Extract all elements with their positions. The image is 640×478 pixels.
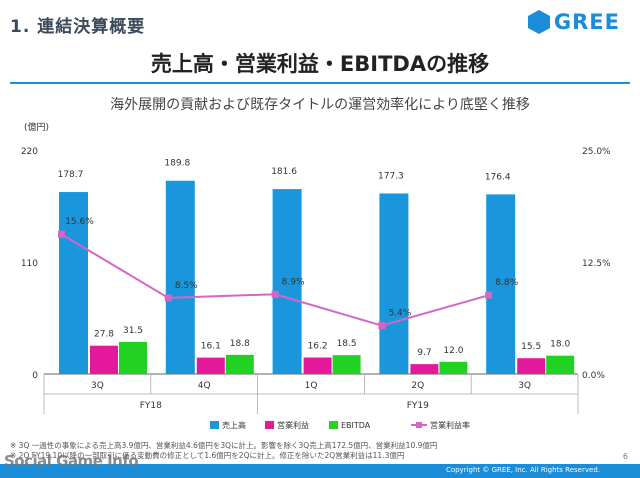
revenue-data-label: 181.6 <box>271 167 297 177</box>
copyright-text: Copyright © GREE, Inc. All Rights Reserv… <box>445 466 600 474</box>
section-title: 1. 連結決算概要 <box>10 17 146 37</box>
category-tick-label: 3Q <box>91 381 104 391</box>
operating-income-bar <box>90 345 118 374</box>
legend-swatch <box>329 421 338 429</box>
operating-margin-point <box>164 294 172 302</box>
ebitda-bar <box>119 341 147 374</box>
operating-margin-data-label: 15.6% <box>65 217 94 227</box>
footnote-2: ※ 2Q FY19.10以降の一部取引に係る変動費の修正として1.6億円を2Qに… <box>10 451 405 460</box>
y2-tick-label: 12.5% <box>582 259 611 269</box>
revenue-bar <box>59 192 88 374</box>
category-tick-label: 2Q <box>411 381 424 391</box>
operating-margin-data-label: 8.9% <box>282 277 305 287</box>
operating-income-bar <box>517 358 546 374</box>
y-axis-unit-label: (億円) <box>24 121 49 133</box>
legend-label: 売上高 <box>222 420 246 430</box>
ebitda-data-label: 18.0 <box>550 340 570 350</box>
footer-bar <box>0 464 640 478</box>
operating-income-data-label: 16.1 <box>201 342 221 352</box>
ebitda-bar <box>225 354 254 374</box>
revenue-bar <box>165 180 195 374</box>
ebitda-data-label: 18.5 <box>337 339 357 349</box>
operating-margin-point <box>58 230 65 238</box>
y2-tick-label: 0.0% <box>582 371 605 381</box>
category-tick-label: 3Q <box>518 381 531 391</box>
ebitda-data-label: 31.5 <box>123 326 143 336</box>
operating-margin-data-label: 8.8% <box>495 278 518 288</box>
legend-swatch <box>265 421 274 429</box>
category-tick-label: 1Q <box>305 381 318 391</box>
ebitda-data-label: 18.8 <box>230 339 250 349</box>
revenue-data-label: 177.3 <box>378 171 404 181</box>
revenue-data-label: 178.7 <box>58 170 84 180</box>
operating-margin-point <box>271 290 279 298</box>
logo-text: GREE <box>553 10 620 34</box>
operating-margin-point <box>378 322 386 330</box>
y-tick-label: 220 <box>21 147 38 157</box>
revenue-bar <box>486 194 516 374</box>
watermark-logo: Social Game Info <box>4 452 139 470</box>
legend-label: 営業利益 <box>277 420 309 430</box>
footnotes: ※ 3Q 一過性の事象による売上高3.9億円、営業利益4.6億円を3Qに計上。影… <box>10 441 437 461</box>
operating-income-bar <box>196 357 225 374</box>
revenue-bar <box>379 193 409 374</box>
page-title: 売上高・営業利益・EBITDAの推移 <box>150 52 490 76</box>
page-number: 6 <box>622 452 628 461</box>
page-subtitle: 海外展開の貢献および既存タイトルの運営効率化により底堅く推移 <box>110 97 530 113</box>
operating-income-data-label: 9.7 <box>417 348 431 358</box>
ebitda-bar <box>439 361 468 374</box>
ebitda-data-label: 12.0 <box>443 346 463 356</box>
title-divider <box>10 82 630 84</box>
revenue-bar <box>272 189 302 374</box>
operating-margin-point <box>485 291 493 299</box>
revenue-data-label: 176.4 <box>485 172 511 182</box>
operating-income-bar <box>303 357 332 374</box>
fiscal-year-label: FY19 <box>407 401 429 411</box>
operating-income-data-label: 15.5 <box>521 342 541 352</box>
y2-tick-label: 25.0% <box>582 147 611 157</box>
ebitda-bar <box>332 355 361 374</box>
y-tick-label: 0 <box>32 371 38 381</box>
operating-income-data-label: 16.2 <box>308 342 328 352</box>
operating-margin-data-label: 5.4% <box>388 309 411 319</box>
category-tick-label: 4Q <box>198 381 211 391</box>
ebitda-bar <box>546 355 575 374</box>
legend-label: 営業利益率 <box>430 420 470 430</box>
y-tick-label: 110 <box>21 259 38 269</box>
footnote-1: ※ 3Q 一過性の事象による売上高3.9億円、営業利益4.6億円を3Qに計上。影… <box>10 441 438 450</box>
legend-line-marker <box>416 422 422 428</box>
revenue-data-label: 189.8 <box>164 159 190 169</box>
operating-margin-data-label: 8.5% <box>175 281 198 291</box>
gree-logo: GREE <box>527 10 620 34</box>
fiscal-year-label: FY18 <box>140 401 162 411</box>
operating-income-bar <box>410 364 439 374</box>
legend-swatch <box>210 421 219 429</box>
legend-label: EBITDA <box>341 421 371 430</box>
gree-hexagon-icon <box>527 10 550 34</box>
operating-income-data-label: 27.8 <box>94 330 114 340</box>
